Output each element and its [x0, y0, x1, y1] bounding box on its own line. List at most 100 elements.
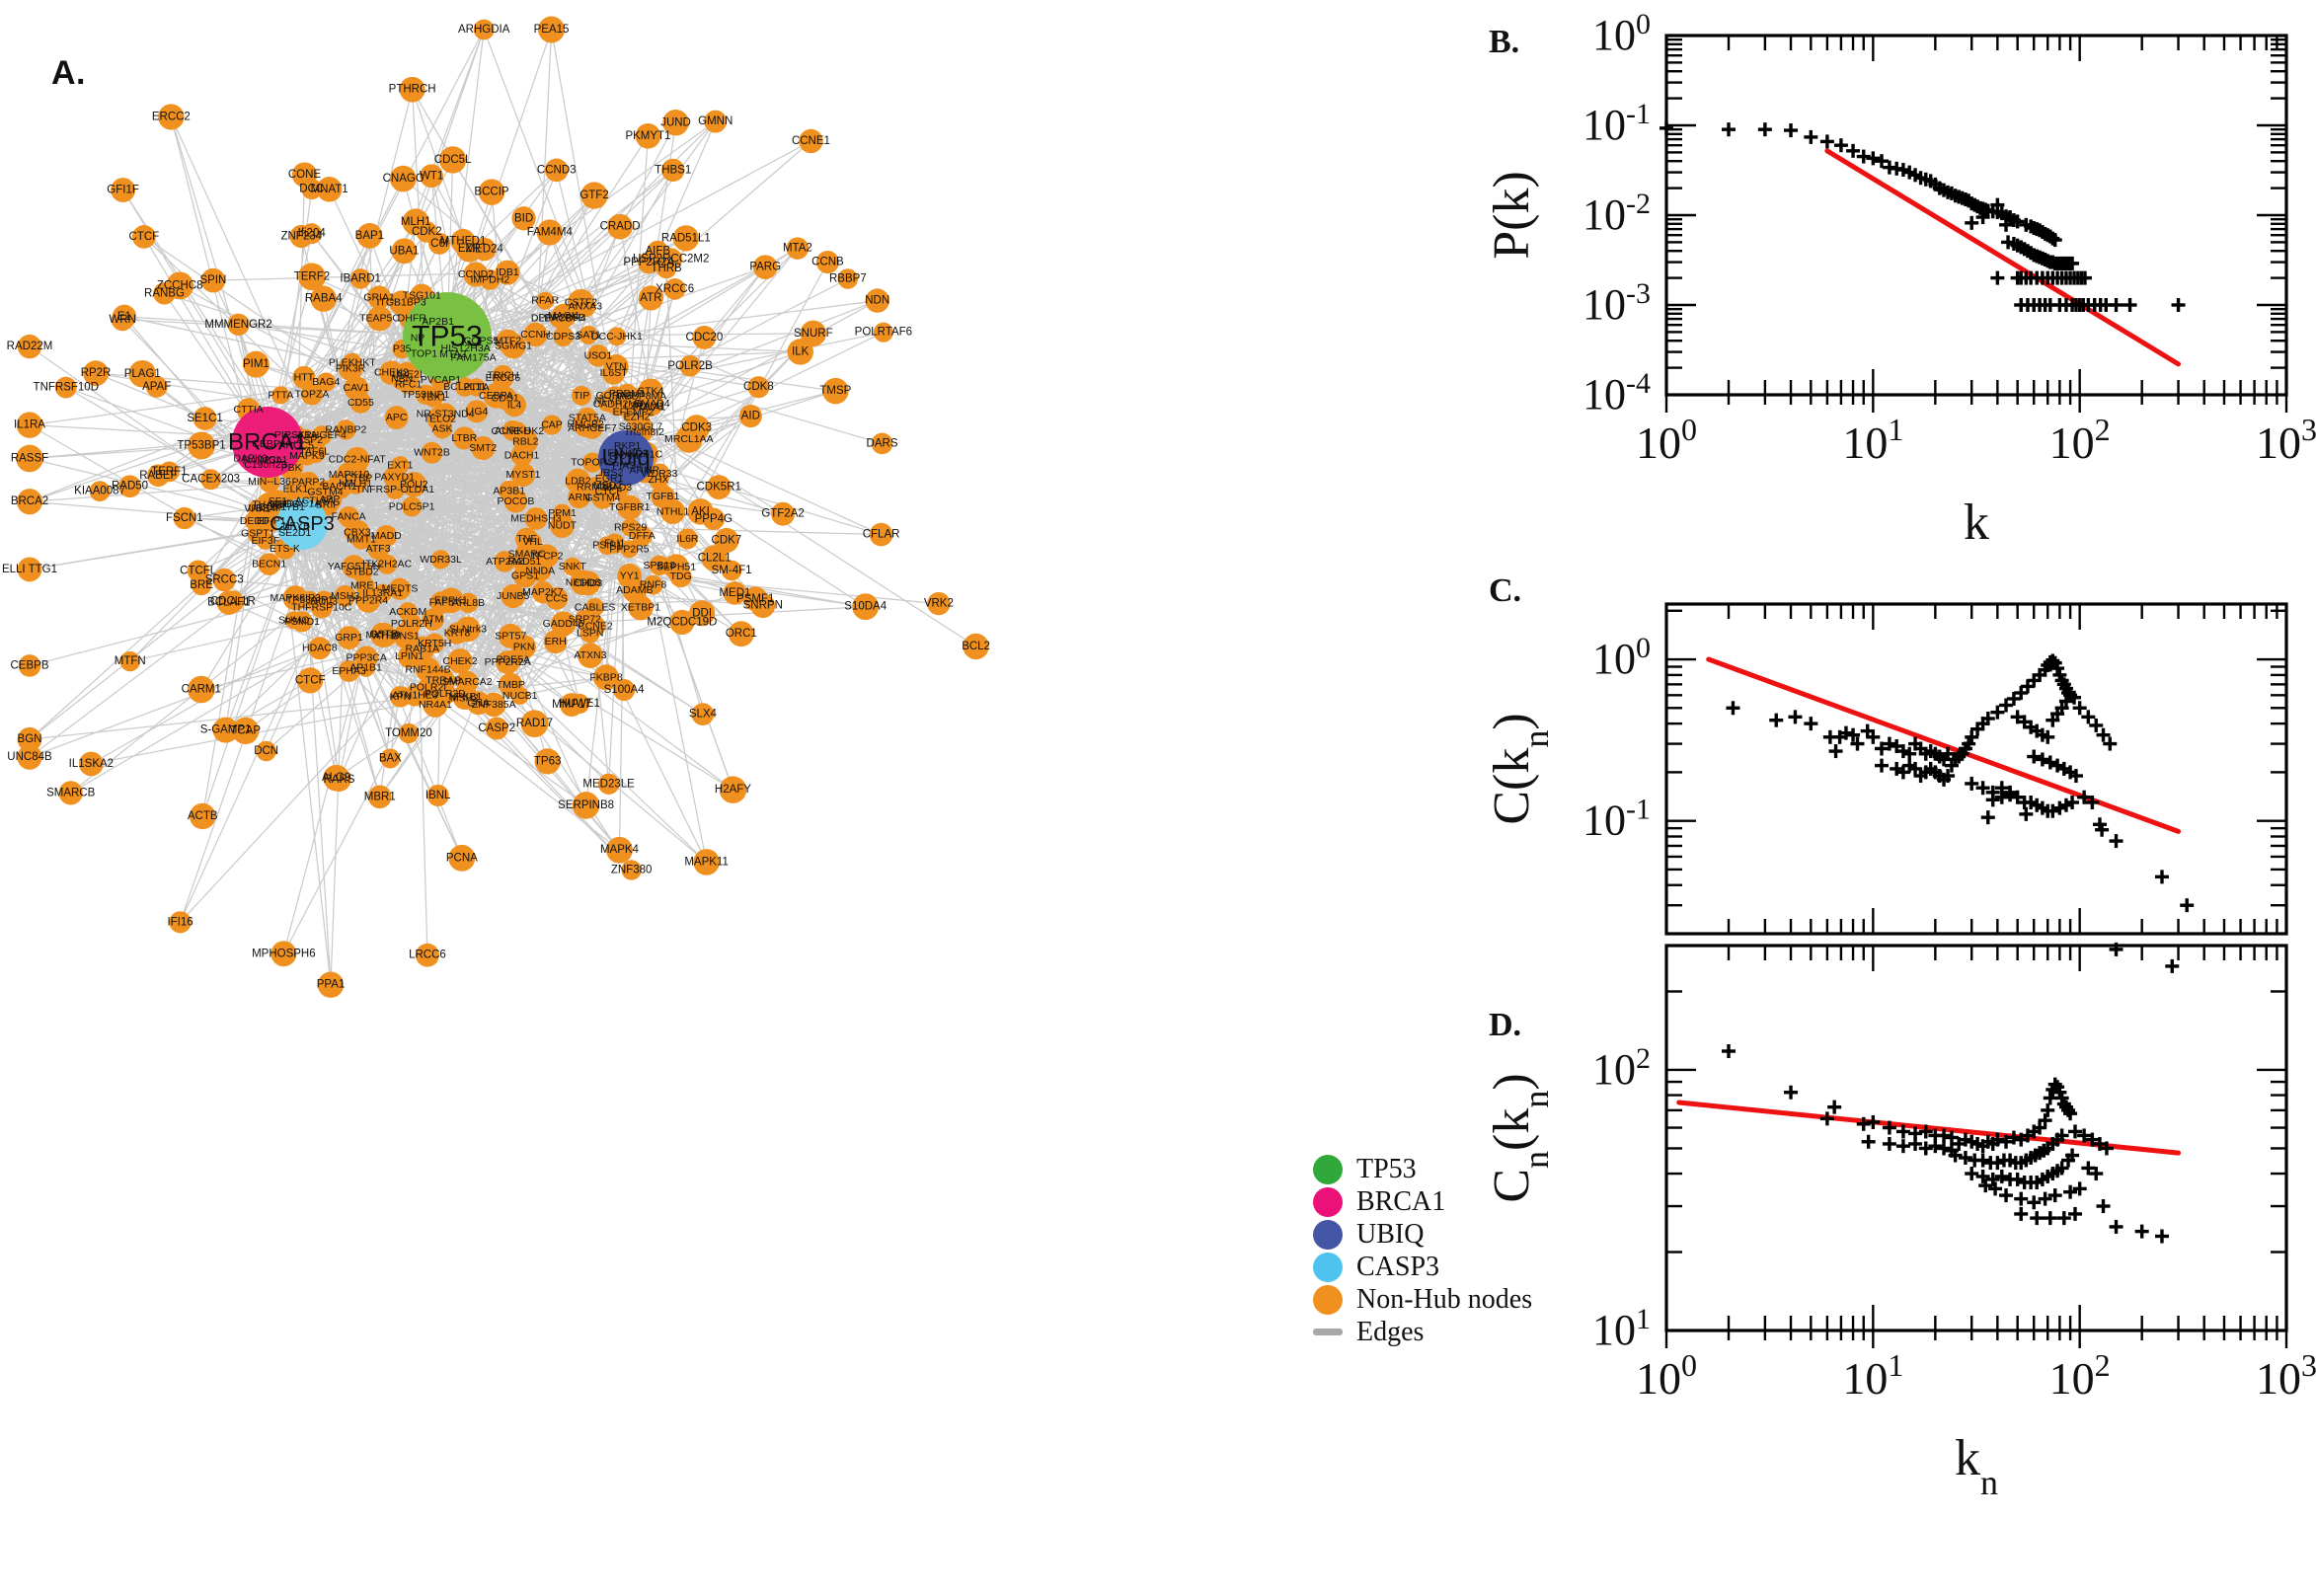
node-label: P35 [393, 343, 412, 355]
node-label: TBX1 [421, 391, 446, 403]
node-label: ASK [432, 422, 453, 434]
node-label: SLNtrk3 [449, 623, 487, 635]
node-label: UBA1 [389, 245, 419, 257]
legend-color-swatch [1313, 1187, 1343, 1217]
y-tick-label: 10-4 [1583, 367, 1651, 419]
node-label: TERF2 [294, 270, 330, 282]
node-label: IMPDH2 [471, 273, 510, 285]
node-label: TRRAP [425, 675, 461, 687]
y-tick-label: 10-2 [1583, 188, 1651, 240]
node-label: DCN [254, 745, 278, 757]
node-label: PSMD1 [284, 616, 320, 628]
node-label: TP53BP1 [177, 439, 225, 451]
node-label: IL1SKA2 [69, 758, 114, 770]
node-label: ATF3 [366, 543, 391, 555]
node-label: CDPS3 [546, 331, 580, 342]
legend-color-swatch [1313, 1285, 1343, 1315]
node-label: PPA1 [317, 979, 346, 991]
node-label: C6f [430, 238, 449, 250]
node-label: ILK [792, 345, 810, 357]
node-label: IL6ST [600, 367, 629, 379]
legend-label: Edges [1356, 1317, 1424, 1348]
node-label: GFI1F [107, 185, 139, 196]
node-label: ATR [640, 292, 661, 304]
y-axis-label: P(k) [1484, 171, 1540, 260]
node-label: SRCC3 [205, 574, 244, 586]
node-label: TOPZA [295, 388, 330, 400]
node-label: SM-4F1 [712, 565, 752, 576]
node-label: ERCC2 [152, 111, 191, 122]
node-label: SNURF [794, 328, 833, 340]
node-label: S10DA4 [844, 601, 887, 613]
node-label: IBARD1 [340, 272, 381, 284]
node-label: IFI16 [167, 916, 193, 928]
node-label: BAX [379, 752, 402, 764]
node-label: UNC84B [7, 751, 52, 763]
node-label: POLR2B [667, 360, 713, 372]
x-axis-label: k [1964, 494, 1989, 551]
legend-color-swatch [1313, 1253, 1343, 1282]
data-points [1722, 943, 2179, 1244]
node-label: MTA2 [783, 243, 812, 255]
node-label: NUCB1 [502, 690, 538, 702]
node-label: CTTIA [233, 404, 263, 416]
node-label: CACEX203 [182, 474, 240, 486]
node-label: ORC1 [726, 628, 757, 640]
node-label: SMARCB [46, 787, 96, 798]
node-label: PPP2R2A [623, 257, 674, 268]
node-label: LRCC6 [409, 950, 446, 961]
node-label: PIM1 [243, 358, 270, 370]
node-label: MPHOSPH6 [252, 948, 316, 959]
node-label: ZCCHC8 [157, 279, 203, 291]
node-label: EXT1 [387, 459, 413, 471]
node-label: SERPINB8 [558, 799, 614, 811]
node-label: RANBP2 [325, 423, 366, 435]
plot-frame [1666, 604, 2286, 934]
node-label: CD55 [347, 397, 374, 409]
node-label: ACTB [188, 810, 218, 822]
node-label: RASSF [11, 453, 48, 465]
node-label: TEAP5C [359, 313, 400, 325]
node-label: BECN1 [252, 559, 286, 570]
node-label: RAD50 [112, 481, 148, 493]
node-label: ARHGDIA [458, 24, 510, 36]
node-label: M2QCDC19D [647, 616, 717, 628]
legend-label: TP53 [1356, 1154, 1417, 1185]
node-label: GSTM4 [584, 492, 620, 503]
node-label: JUNB5 [497, 590, 529, 602]
node-label: IL1RA [14, 419, 45, 431]
legend-color-swatch [1313, 1220, 1343, 1250]
node-label: APAF [142, 381, 171, 393]
y-tick-label: 100 [1592, 8, 1651, 60]
node-label: ALG9 [322, 772, 350, 784]
legend-color-swatch [1313, 1155, 1343, 1184]
node-label: MNAT1 [311, 184, 348, 195]
node-label: TMBP [497, 679, 525, 691]
node-label: CTCF [129, 231, 160, 243]
node-label: CEBPB [11, 659, 49, 671]
data-points [1660, 121, 2186, 312]
node-label: RP2R [81, 367, 112, 379]
node-label: CHEK2 [443, 655, 478, 667]
node-label: ATP2A2 [486, 556, 523, 568]
y-tick-label: 102 [1592, 1041, 1651, 1094]
node-label: ARN [569, 492, 590, 503]
node-label: WT1 [420, 170, 443, 182]
node-label: ITK2H2AC [362, 559, 413, 570]
node-label: PKMYT1 [625, 130, 670, 142]
node-label: BCL2 [962, 641, 990, 652]
y-tick-label: 10-1 [1583, 98, 1651, 150]
node-label: CL2L1 [698, 553, 732, 565]
node-label: CCNH [520, 329, 550, 341]
node-label: PCNA [446, 852, 478, 864]
node-label: CDC20 [686, 332, 724, 343]
panel-d-label: D. [1489, 1007, 1521, 1044]
node-label: CFLAR [863, 529, 900, 541]
node-label: PDLC5P1 [389, 500, 435, 512]
node-label: NDN [865, 295, 889, 307]
node-label: MEDTS [382, 583, 419, 595]
y-axis-label: C(kn) [1484, 713, 1556, 824]
node-label: CDCL1R [210, 596, 256, 608]
node-label: NTHL1 [656, 505, 689, 517]
